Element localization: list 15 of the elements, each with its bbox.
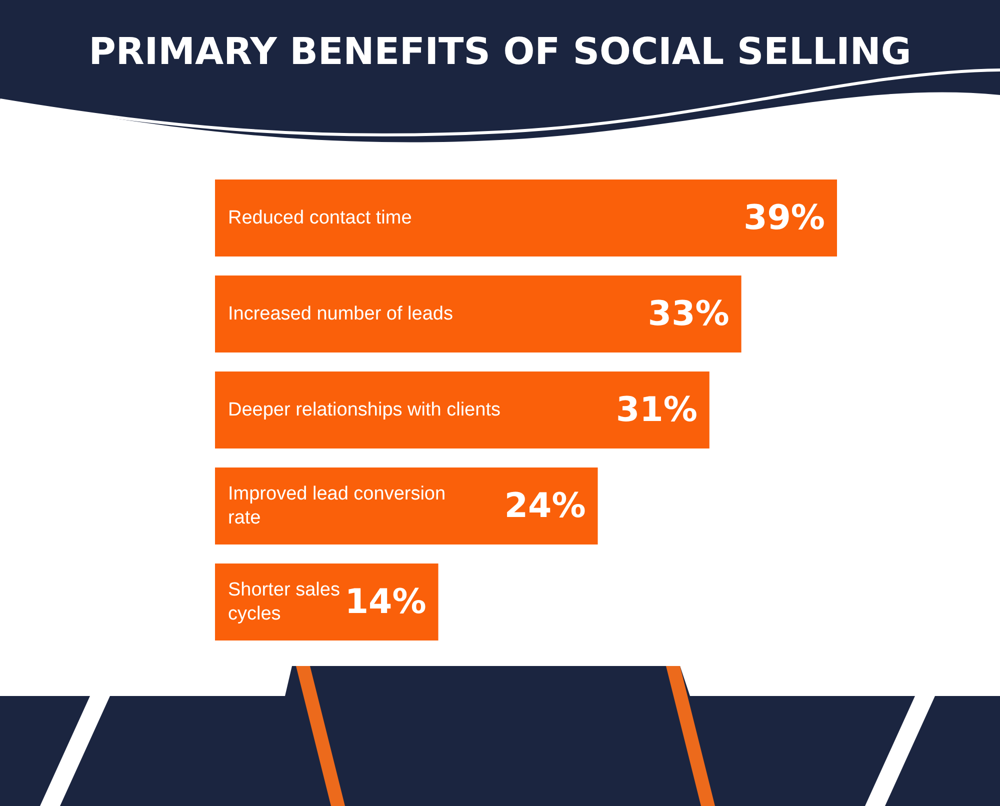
y-tick-label: Increased number of leads [228, 304, 453, 324]
data-label: 31% [616, 390, 698, 430]
chart-title: PRIMARY BENEFITS OF SOCIAL SELLING [88, 30, 912, 73]
data-label: 33% [648, 294, 730, 334]
bar [215, 468, 598, 544]
data-label: 39% [744, 198, 825, 238]
y-tick-label: Improved lead conversion rate [228, 484, 451, 528]
data-label: 14% [344, 582, 426, 622]
y-tick-label: Deeper relationships with clients [228, 400, 500, 420]
y-tick-label: Reduced contact time [228, 208, 412, 228]
bar [215, 372, 710, 448]
y-tick-label: Shorter sales cycles [228, 580, 346, 624]
bar [215, 276, 742, 352]
data-label: 24% [504, 486, 586, 526]
bar [215, 180, 837, 256]
